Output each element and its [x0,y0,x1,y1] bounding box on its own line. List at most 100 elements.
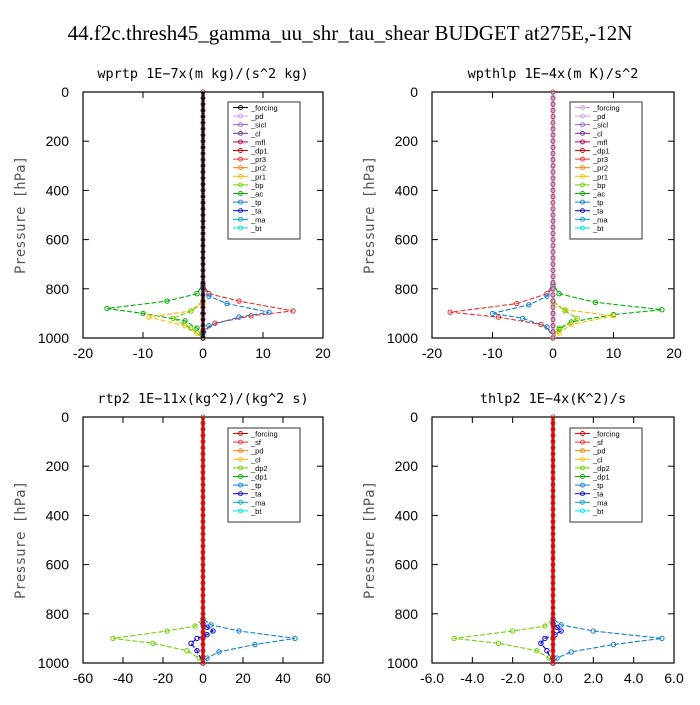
legend-label: _mfl [592,138,608,147]
zero-profile-marker [200,224,206,230]
legend-marker [238,474,243,479]
legend-label: _pd [250,112,264,121]
zero-profile-marker [550,531,556,537]
panel-title: thlp2 1E−4x(K^2)/s [480,391,626,407]
legend-marker [238,208,243,214]
x-tick-label: 2.0 [584,670,604,686]
zero-profile-marker [200,255,206,261]
zero-profile-marker [200,89,206,95]
zero-profile-marker [550,457,556,463]
zero-profile-marker [200,482,206,488]
legend-label: _dp2 [592,464,610,473]
zero-profile-marker [550,267,556,273]
zero-profile-marker [550,451,556,457]
zero-profile-marker [200,562,206,568]
zero-profile-marker [550,555,556,561]
zero-profile-marker [200,605,206,611]
zero-profile-marker [550,120,556,126]
zero-profile-marker [200,580,206,586]
x-tick-label: 20 [235,670,251,686]
zero-profile-marker [550,89,556,95]
zero-profile-marker [200,206,206,212]
legend-label: _pr1 [250,172,266,181]
series-point [659,635,665,642]
zero-profile-marker [550,623,556,629]
series-point [558,622,564,628]
x-tick-label: 10 [255,345,271,361]
legend-label: _forcing [592,430,620,439]
legend-label: _bt [592,507,604,516]
x-tick-label: 6.0 [664,670,684,686]
zero-profile-marker [550,512,556,518]
zero-profile-marker [200,568,206,574]
legend-marker [238,199,243,205]
zero-profile-marker [200,138,206,144]
series-point [188,640,194,647]
series-point [556,291,562,297]
zero-profile-marker [550,132,556,138]
legend-label: _sicl [250,121,266,130]
x-tick-label: 0.0 [543,670,563,686]
zero-profile-marker [200,592,206,598]
zero-profile-marker [200,169,206,175]
y-tick-label: 800 [46,606,70,622]
legend-label: _ta [592,207,604,216]
legend-label: _ma [592,498,608,507]
y-tick-label: 600 [395,557,419,573]
legend-marker [580,156,585,162]
zero-profile-marker [200,623,206,629]
zero-profile-marker [550,310,556,316]
series-point [542,635,548,642]
series-point [489,310,496,317]
legend-label: _forcing [250,430,278,439]
zero-profile-marker [550,206,556,212]
legend-label: _bt [250,507,262,516]
zero-profile-marker [200,107,206,113]
zero-profile-marker [550,243,556,249]
series-point [610,641,617,648]
series-point [290,308,296,314]
legend-label: _forcing [592,104,620,113]
series-point [544,324,550,330]
legend-marker [580,191,585,196]
zero-profile-marker [200,525,206,531]
zero-profile-marker [550,469,556,475]
zero-profile-marker [200,230,206,236]
series-point [610,313,617,319]
zero-profile-marker [200,323,206,329]
legend-label: _cl [592,455,603,464]
zero-profile-marker [550,335,556,341]
legend-label: _ac [250,190,263,199]
series-point [534,648,540,654]
series-point [164,298,170,304]
legend-label: _sf [250,438,262,447]
zero-profile-marker [200,494,206,500]
zero-profile-marker [200,286,206,292]
series-point [526,302,532,308]
x-tick-label: 60 [315,670,331,686]
zero-profile-marker [550,317,556,323]
zero-profile-marker [550,273,556,279]
legend-label: _bt [592,224,604,233]
zero-profile-marker [200,329,206,335]
series-point [110,635,116,642]
zero-profile-marker [200,463,206,469]
series-point [182,318,188,324]
zero-profile-marker [550,163,556,169]
series-point [188,325,194,331]
series-point [252,641,258,648]
zero-profile-marker [550,329,556,335]
zero-profile-marker [550,107,556,113]
series-point [447,309,453,315]
panel-thlp2: thlp2 1E−4x(K^2)/s 0 200 400 600 800 1000 Press… [362,391,684,686]
legend-marker [580,216,585,222]
series-point [520,315,526,322]
y-tick-label: 1000 [38,330,69,346]
zero-profile-marker [200,506,206,512]
legend-marker [580,456,585,462]
series-point [212,320,218,326]
zero-profile-marker [550,599,556,605]
legend-marker [238,508,243,514]
series-point [266,309,272,315]
